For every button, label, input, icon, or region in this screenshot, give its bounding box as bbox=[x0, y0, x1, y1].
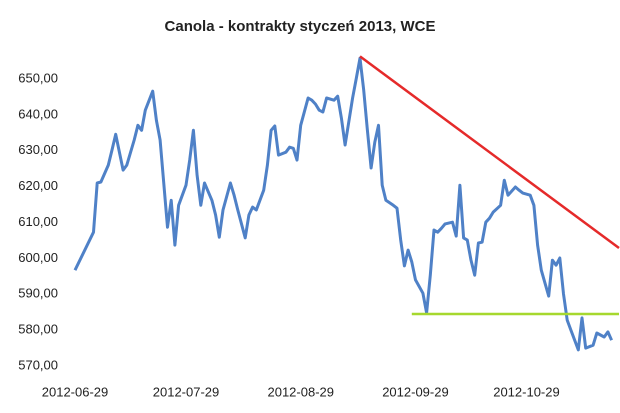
price-line bbox=[73, 56, 613, 352]
y-tick-label: 650,00 bbox=[18, 70, 58, 85]
y-tick-label: 640,00 bbox=[18, 106, 58, 121]
x-tick-label: 2012-06-29 bbox=[42, 384, 109, 399]
trend-line bbox=[359, 55, 620, 250]
y-tick-label: 620,00 bbox=[18, 178, 58, 193]
x-tick-label: 2012-10-29 bbox=[493, 384, 560, 399]
y-tick-label: 570,00 bbox=[18, 357, 58, 372]
x-tick-label: 2012-09-29 bbox=[382, 384, 449, 399]
y-tick-label: 600,00 bbox=[18, 250, 58, 265]
y-tick-label: 610,00 bbox=[18, 214, 58, 229]
y-tick-label: 630,00 bbox=[18, 142, 58, 157]
y-tick-label: 580,00 bbox=[18, 322, 58, 337]
y-tick-label: 590,00 bbox=[18, 286, 58, 301]
chart-title: Canola - kontrakty styczeń 2013, WCE bbox=[165, 18, 436, 35]
x-tick-label: 2012-08-29 bbox=[267, 384, 334, 399]
x-tick-label: 2012-07-29 bbox=[153, 384, 220, 399]
